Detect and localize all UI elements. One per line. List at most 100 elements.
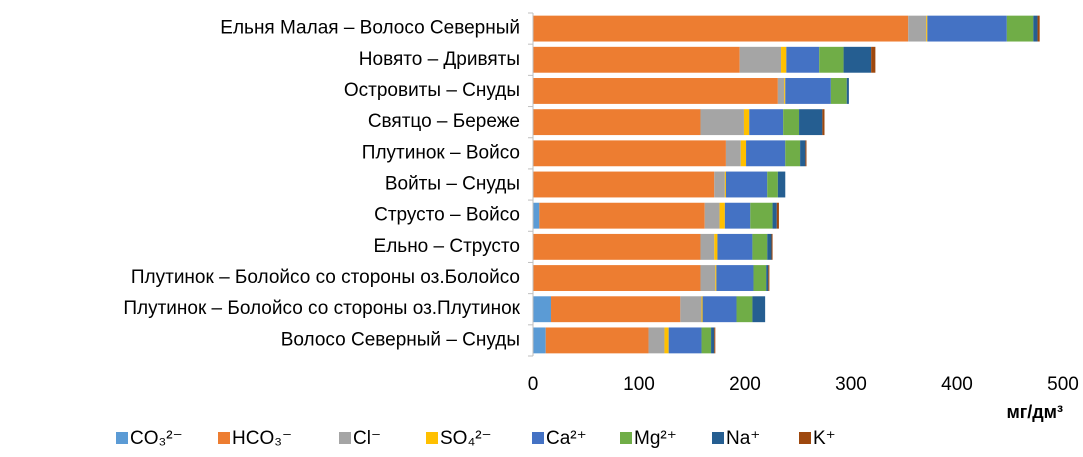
bar-segment	[533, 78, 778, 104]
bar-segment	[716, 265, 754, 291]
legend-swatch	[799, 432, 811, 444]
bar-segment	[740, 140, 747, 167]
legend-swatch	[116, 432, 128, 444]
bar-segment	[1006, 15, 1034, 42]
y-tick-label: Островиты – Снуды	[344, 80, 520, 101]
bar-segment	[843, 46, 872, 73]
x-tick-label: 200	[729, 374, 761, 395]
bar-segment	[767, 171, 778, 198]
x-tick-label: 0	[528, 374, 539, 395]
bar-segment	[739, 46, 782, 73]
bar-segment	[752, 296, 766, 323]
bar-segment	[927, 15, 1007, 42]
bar-segment	[1037, 15, 1040, 42]
bar-segment	[799, 109, 823, 136]
bar-segment	[768, 265, 770, 291]
bar-segment	[777, 171, 786, 198]
bar-segment	[700, 265, 716, 291]
y-tick-label: Плутинок – Болойсо со стороны оз.Болойсо	[131, 267, 520, 288]
legend-label: Cl⁻	[353, 428, 381, 449]
bar-segment	[533, 46, 740, 73]
y-tick-label: Новято – Дривяты	[359, 49, 520, 70]
bar-segment	[668, 327, 702, 354]
bar-segment	[700, 233, 715, 260]
x-tick-label: 400	[941, 374, 973, 395]
bar-segment	[714, 327, 716, 354]
legend-label: CO₃²⁻	[130, 428, 183, 449]
bar-segment	[753, 265, 767, 291]
bar-segment	[664, 327, 669, 354]
bar-segment	[749, 109, 784, 136]
bar-segment	[846, 78, 849, 104]
bar-segment	[680, 296, 702, 323]
bar-segment	[702, 296, 737, 323]
bar-segment	[772, 202, 777, 229]
bar-segment	[533, 109, 701, 136]
bar-segment	[783, 109, 800, 136]
bar-segment	[701, 327, 712, 354]
bar-segment	[533, 296, 552, 323]
bar-segment	[715, 265, 717, 291]
bar-segment	[714, 233, 718, 260]
bar-segment	[800, 140, 806, 167]
bar-segment	[725, 140, 741, 167]
bar-segment	[714, 171, 725, 198]
bar-segment	[725, 171, 768, 198]
bar-segment	[711, 327, 715, 354]
bar-segment	[648, 327, 665, 354]
bar-segment	[724, 202, 751, 229]
bar-segment	[766, 265, 769, 291]
y-tick-label: Плутинок – Войсо	[362, 142, 520, 163]
legend-swatch	[712, 432, 724, 444]
bar-segment	[822, 109, 825, 136]
y-tick-label: Струсто – Войсо	[374, 205, 520, 226]
bar-segment	[704, 202, 720, 229]
bar-segment	[767, 233, 772, 260]
bar-segment	[533, 233, 701, 260]
bar-segment	[719, 202, 725, 229]
legend-label: K⁺	[813, 428, 836, 449]
x-tick-label: 300	[835, 374, 867, 395]
x-tick-label: 100	[623, 374, 655, 395]
bar-segment	[743, 109, 750, 136]
y-tick-label: Ельня Малая – Волосо Северный	[220, 18, 520, 39]
bar-segment	[777, 78, 785, 104]
y-tick-label: Ельно – Струсто	[374, 236, 520, 257]
bar-segment	[908, 15, 927, 42]
legend-swatch	[532, 432, 544, 444]
bar-segment	[724, 171, 726, 198]
bar-segment	[533, 202, 540, 229]
bar-segment	[752, 233, 768, 260]
bar-segment	[926, 15, 928, 42]
y-tick-label: Святцо – Береже	[368, 111, 520, 132]
bar-segment	[786, 46, 820, 73]
bar-segment	[830, 78, 847, 104]
legend-swatch	[620, 432, 632, 444]
bar-segment	[701, 296, 703, 323]
bar-segment	[551, 296, 681, 323]
legend-swatch	[339, 432, 351, 444]
bar-segment	[700, 109, 744, 136]
bar-segment	[539, 202, 705, 229]
bar-segment	[1033, 15, 1038, 42]
y-tick-label: Плутинок – Болойсо со стороны оз.Плутино…	[123, 298, 520, 319]
bar-segment	[805, 140, 807, 167]
bar-segment	[533, 171, 715, 198]
bar-segment	[784, 78, 786, 104]
bar-segment	[533, 15, 909, 42]
y-tick-label: Волосо Северный – Снуды	[281, 329, 520, 350]
bar-segment	[736, 296, 753, 323]
bar-segment	[771, 233, 773, 260]
bar-segment	[785, 78, 831, 104]
legend-swatch	[426, 432, 438, 444]
legend-label: SO₄²⁻	[440, 428, 492, 449]
x-axis-title: мг/дм³	[1006, 402, 1063, 422]
legend-swatch	[218, 432, 230, 444]
x-tick-label: 500	[1047, 374, 1079, 395]
bar-segment	[746, 140, 786, 167]
legend-label: Na⁺	[726, 428, 760, 449]
bar-segment	[785, 140, 801, 167]
y-tick-label: Войты – Снуды	[385, 174, 520, 195]
legend-label: HCO₃⁻	[232, 428, 292, 449]
